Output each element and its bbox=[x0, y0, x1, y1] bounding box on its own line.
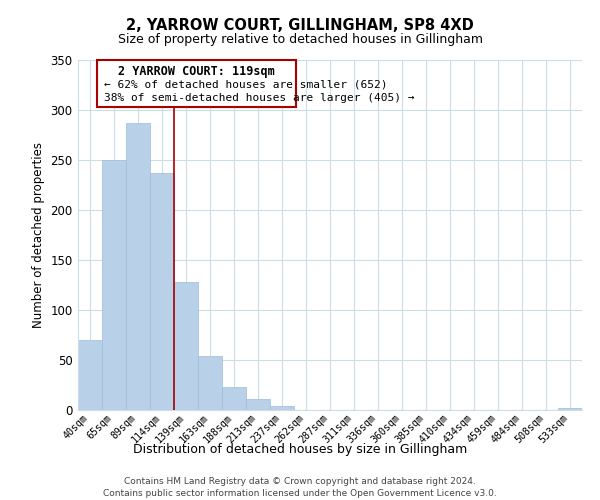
Text: 2, YARROW COURT, GILLINGHAM, SP8 4XD: 2, YARROW COURT, GILLINGHAM, SP8 4XD bbox=[126, 18, 474, 32]
Text: 2 YARROW COURT: 119sqm: 2 YARROW COURT: 119sqm bbox=[118, 65, 275, 78]
Text: Contains public sector information licensed under the Open Government Licence v3: Contains public sector information licen… bbox=[103, 489, 497, 498]
Bar bbox=[102, 160, 126, 410]
Bar bbox=[126, 123, 150, 410]
Bar bbox=[222, 387, 246, 410]
Bar bbox=[246, 399, 270, 410]
Text: ← 62% of detached houses are smaller (652): ← 62% of detached houses are smaller (65… bbox=[104, 79, 388, 89]
Text: Contains HM Land Registry data © Crown copyright and database right 2024.: Contains HM Land Registry data © Crown c… bbox=[124, 478, 476, 486]
Text: Distribution of detached houses by size in Gillingham: Distribution of detached houses by size … bbox=[133, 442, 467, 456]
Bar bbox=[558, 408, 582, 410]
Text: Size of property relative to detached houses in Gillingham: Size of property relative to detached ho… bbox=[118, 32, 482, 46]
Bar bbox=[174, 282, 198, 410]
Bar bbox=[78, 340, 102, 410]
Text: 38% of semi-detached houses are larger (405) →: 38% of semi-detached houses are larger (… bbox=[104, 93, 415, 103]
Bar bbox=[150, 173, 174, 410]
Bar bbox=[270, 406, 294, 410]
FancyBboxPatch shape bbox=[97, 60, 296, 107]
Y-axis label: Number of detached properties: Number of detached properties bbox=[32, 142, 44, 328]
Bar bbox=[198, 356, 222, 410]
